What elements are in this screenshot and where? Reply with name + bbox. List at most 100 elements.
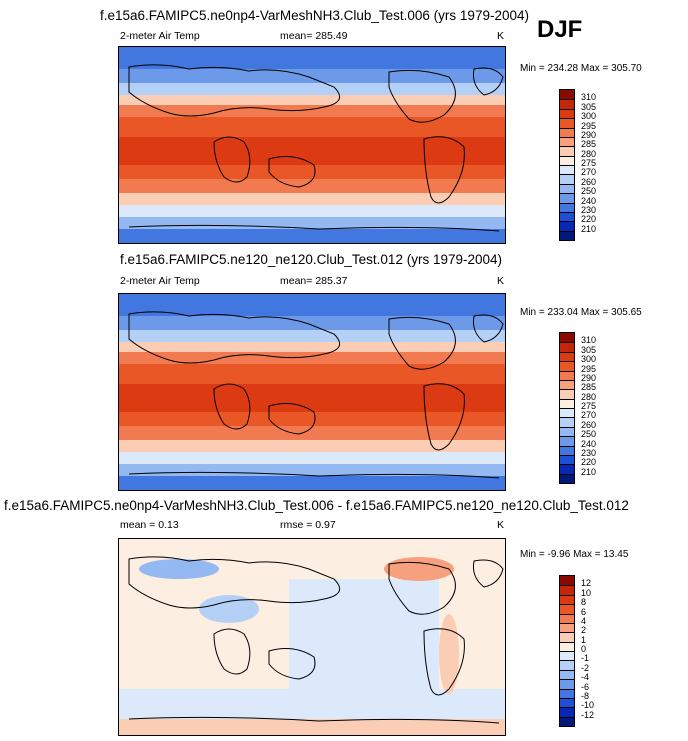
panel-3-title: f.e15a6.FAMIPC5.ne0np4-VarMeshNH3.Club_T… [4, 498, 629, 513]
colorbar-box [560, 660, 574, 670]
colorbar-box [560, 473, 574, 483]
panel-3-rmse: rmse = 0.97 [280, 519, 336, 531]
panel-2-units: K [497, 275, 505, 287]
colorbar-tick-label: 275 [581, 158, 597, 168]
panel-2-minmax: Min = 233.04 Max = 305.65 [520, 307, 642, 318]
colorbar-tick-label: 12 [581, 578, 592, 589]
colorbar-tick-label: 240 [581, 438, 597, 449]
colorbar-tick-label: 10 [581, 587, 592, 598]
colorbar-box [560, 697, 574, 708]
colorbar-box [560, 594, 574, 605]
map-band [119, 294, 505, 316]
panel-1-title: f.e15a6.FAMIPC5.ne0np4-VarMeshNH3.Club_T… [100, 8, 529, 23]
colorbar-box [560, 183, 574, 194]
map-band [119, 689, 505, 719]
panel-3-units: K [497, 519, 505, 531]
colorbar-box [560, 454, 574, 465]
colorbar-box [560, 211, 574, 222]
colorbar-box [560, 604, 574, 614]
colorbar-tick-label: -10 [581, 700, 595, 711]
panel-1-map-svg [119, 47, 505, 243]
colorbar-tick-label: 1 [581, 634, 587, 645]
colorbar-box [560, 651, 574, 661]
colorbar-tick-label: 220 [581, 457, 597, 468]
colorbar-box [560, 155, 574, 165]
colorbar-tick-label: 285 [581, 382, 597, 393]
colorbar-tick-label: 4 [581, 615, 587, 626]
colorbar-box [560, 136, 574, 147]
map-band [119, 95, 505, 105]
colorbar-box [560, 202, 574, 212]
map-band [119, 47, 505, 69]
colorbar-tick-label: 230 [581, 204, 597, 215]
coastlines [128, 311, 504, 479]
colorbar-box [560, 622, 574, 633]
map-band [119, 342, 505, 352]
colorbar-box [560, 221, 574, 231]
colorbar-tick-label: 280 [581, 148, 597, 159]
colorbar-box [560, 230, 574, 240]
colorbar-tick-label: 280 [581, 391, 597, 402]
panel-2-mean: mean= 285.37 [280, 275, 348, 287]
colorbar-box [560, 108, 574, 119]
colorbar-tick-label: 285 [581, 139, 597, 150]
colorbar-tick-label: 305 [581, 101, 597, 112]
colorbar-tick-label: 310 [581, 335, 597, 346]
colorbar-box [560, 193, 574, 203]
map-band [119, 719, 505, 735]
map-band [199, 595, 259, 623]
colorbar-tick-label: 290 [581, 372, 597, 383]
colorbar-tick-label: 270 [581, 410, 597, 421]
colorbar-tick-label: 0 [581, 644, 587, 654]
panel-3-map-svg [119, 539, 505, 735]
colorbar-tick-label: 250 [581, 429, 597, 440]
colorbar-box [560, 333, 574, 343]
colorbar-box [560, 417, 574, 427]
colorbar-tick-label: 250 [581, 186, 597, 197]
colorbar-box [560, 379, 574, 390]
colorbar-box [560, 342, 574, 352]
colorbar-box [560, 408, 574, 418]
colorbar-tick-label: 230 [581, 447, 597, 458]
colorbar-box [560, 90, 574, 100]
colorbar-box [560, 99, 574, 109]
map-band [119, 217, 505, 229]
map-band [119, 229, 505, 243]
colorbar-box [560, 146, 574, 156]
colorbar-tick-label: 305 [581, 344, 597, 355]
colorbar-tick-label: -2 [581, 662, 590, 673]
map-band [119, 179, 505, 193]
map-band [119, 352, 505, 364]
map-band [119, 452, 505, 464]
colorbar-box [560, 127, 574, 137]
map-band [289, 579, 439, 689]
colorbar-box [560, 174, 574, 184]
colorbar-box [560, 613, 574, 623]
colorbar-box [560, 436, 574, 446]
panel-2-map [118, 293, 506, 491]
map-band [119, 476, 505, 490]
colorbar-tick-label: 260 [581, 419, 597, 430]
map-band [439, 614, 459, 694]
map-band [119, 440, 505, 452]
colorbar-tick-label: -6 [581, 681, 590, 692]
map-band [119, 316, 505, 330]
panel-3-mean: mean = 0.13 [120, 519, 179, 531]
colorbar-box [560, 585, 574, 595]
map-band [119, 137, 505, 165]
panel-3-map [118, 538, 506, 736]
colorbar-box [560, 679, 574, 689]
panel-1-colorbar [559, 89, 575, 241]
colorbar-box [560, 351, 574, 362]
colorbar-tick-label: 240 [581, 195, 597, 206]
map-band [119, 105, 505, 117]
map-band [119, 83, 505, 95]
colorbar-box [560, 370, 574, 380]
panel-2-title: f.e15a6.FAMIPC5.ne120_ne120.Club_Test.01… [120, 252, 503, 267]
colorbar-tick-label: -12 [581, 709, 595, 720]
season-label: DJF [537, 16, 583, 43]
colorbar-tick-label: 270 [581, 167, 597, 178]
colorbar-tick-label: 275 [581, 401, 597, 411]
colorbar-tick-label: 210 [581, 223, 597, 234]
colorbar-tick-label: 295 [581, 363, 597, 374]
